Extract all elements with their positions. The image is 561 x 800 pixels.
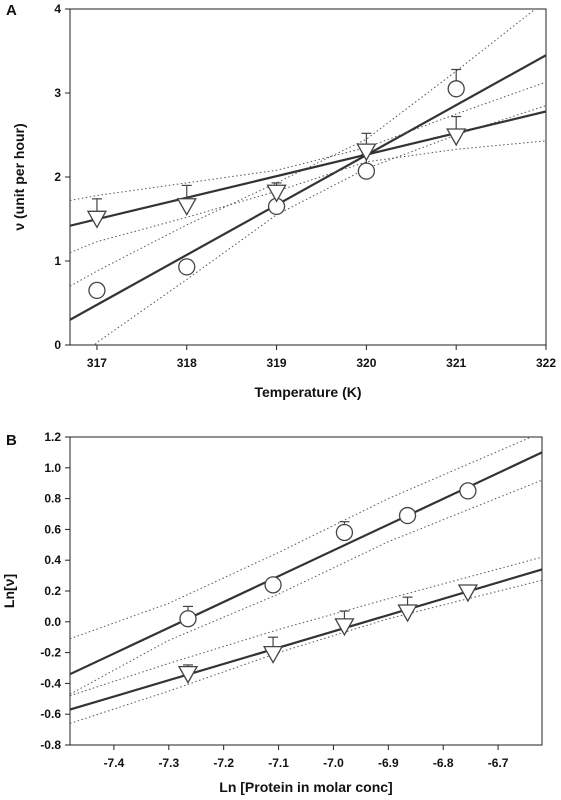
- y-tick-label: 1.0: [44, 461, 61, 475]
- x-tick-label: 319: [267, 356, 287, 370]
- y-tick-label: 0.4: [44, 553, 61, 567]
- x-tick-label: -7.0: [323, 756, 344, 770]
- y-tick-label: 0.8: [44, 492, 61, 506]
- series-2-ci-upper: [70, 556, 542, 697]
- y-tick-label: -0.8: [40, 738, 61, 752]
- series-1-point: [357, 162, 376, 180]
- x-tick-label: -6.7: [488, 756, 509, 770]
- series-2-ci-lower: [70, 140, 546, 254]
- series-2-point: [356, 143, 377, 162]
- y-tick-label: 3: [54, 86, 61, 100]
- y-tick-label: 2: [54, 170, 61, 184]
- series-1-point: [459, 482, 477, 500]
- x-tick-label: 320: [356, 356, 376, 370]
- series-1-point: [335, 523, 354, 542]
- series-2-ci-upper: [70, 81, 546, 202]
- x-tick-label: -7.3: [158, 756, 179, 770]
- x-axis-title: Temperature (K): [254, 384, 361, 400]
- series-1-point: [178, 258, 196, 276]
- y-tick-label: 0.0: [44, 615, 61, 629]
- y-tick-label: 1: [54, 254, 61, 268]
- y-tick-label: 0: [54, 338, 61, 352]
- series-2-point: [446, 128, 467, 147]
- plot-area: [70, 437, 542, 724]
- y-tick-label: -0.4: [40, 676, 61, 690]
- panel-label: A: [6, 2, 17, 19]
- x-tick-label: 318: [177, 356, 197, 370]
- series-2-point: [457, 584, 479, 603]
- plot-frame: [69, 8, 547, 346]
- chart-panel-a: A 317 318 319 320 321 322 0 1 2 3 4 Temperature (K) ν…: [6, 2, 556, 400]
- x-tick-label: 321: [446, 356, 466, 370]
- y-tick-label: 0.6: [44, 522, 61, 536]
- x-tick-label: -6.8: [433, 756, 454, 770]
- x-tick-label: -7.4: [104, 756, 125, 770]
- series-1-point: [264, 576, 282, 594]
- series-1-ci-lower: [70, 479, 542, 695]
- y-tick-label: -0.2: [40, 646, 61, 660]
- series-2-point: [334, 618, 355, 637]
- y-axis-title: ν (unit per hour): [11, 123, 27, 230]
- x-tick-label: 322: [536, 356, 556, 370]
- series-2-point: [262, 645, 284, 664]
- series-2-point: [266, 184, 287, 203]
- x-axis-title: Ln [Protein in molar conc]: [219, 779, 392, 795]
- series-1-point: [447, 80, 465, 98]
- x-tick-label: 317: [87, 356, 107, 370]
- series-2-fit-line: [70, 110, 546, 227]
- series-2-point: [397, 604, 418, 623]
- y-tick-label: 1.2: [44, 430, 61, 444]
- series-2-point: [177, 665, 199, 684]
- series-1-ci-lower: [93, 105, 546, 345]
- x-tick-label: -7.1: [268, 756, 289, 770]
- series-1-ci-upper: [70, 9, 537, 287]
- chart-panel-b: B -7.4 -7.3 -7.2 -7.1 -7.0 -6.9 -6.8 -6.7 -0.8 -0.…: [1, 430, 543, 795]
- x-tick-label: -7.2: [213, 756, 234, 770]
- y-tick-label: 4: [54, 2, 61, 16]
- panel-label: B: [6, 432, 17, 449]
- plot-area: [70, 9, 546, 345]
- series-2-point: [86, 210, 108, 229]
- y-tick-label: -0.6: [40, 707, 61, 721]
- series-1-point: [88, 281, 106, 300]
- y-tick-label: 0.2: [44, 584, 61, 598]
- series-2-point: [176, 198, 197, 217]
- series-1-point: [398, 506, 417, 525]
- x-tick-label: -6.9: [378, 756, 399, 770]
- y-axis-title: Ln[ν]: [1, 574, 17, 608]
- series-1-fit-line: [70, 54, 546, 321]
- series-2-ci-lower: [70, 579, 542, 724]
- series-1-point: [179, 610, 197, 628]
- series-1-ci-upper: [70, 437, 533, 640]
